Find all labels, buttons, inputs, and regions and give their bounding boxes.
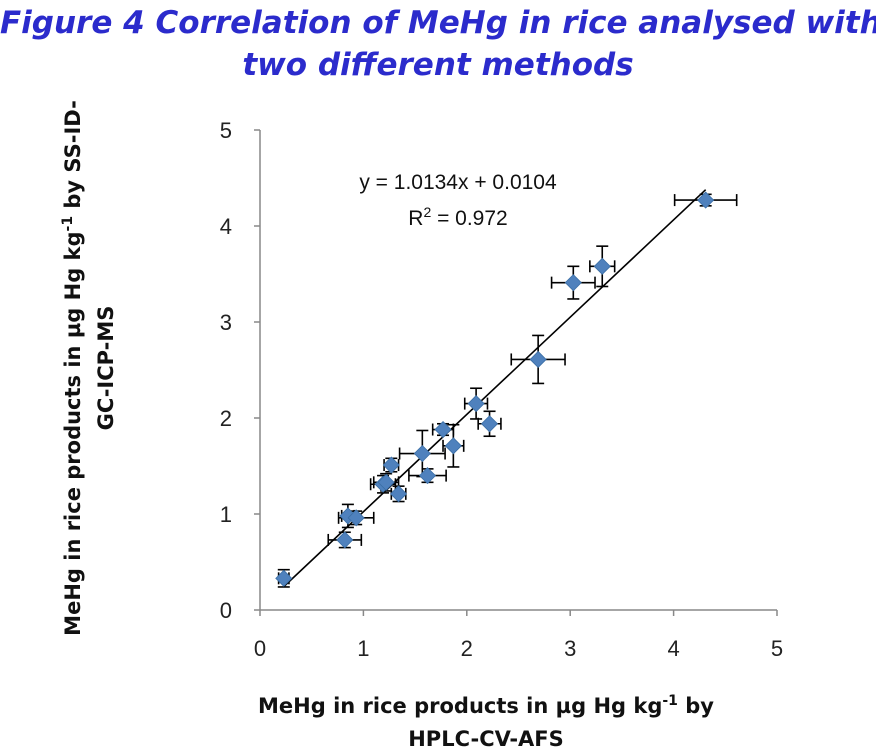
data-point	[480, 415, 499, 433]
y-axis-label-text: MeHg in rice products in µg Hg kg	[61, 231, 85, 635]
r-squared-label: R2 = 0.972	[408, 204, 507, 230]
data-point	[697, 191, 715, 209]
data-point	[389, 485, 408, 503]
trendline	[283, 189, 707, 588]
y-tick-label: 3	[220, 310, 232, 335]
data-point	[444, 437, 462, 455]
figure-title: Figure 4 Correlation of MeHg in rice ana…	[0, 2, 876, 86]
x-tick-label: 1	[357, 636, 369, 661]
x-tick-label: 5	[771, 636, 783, 661]
y-axis-label-suffix: by SS-ID-	[61, 100, 85, 216]
data-point	[377, 473, 395, 491]
x-tick-label: 3	[564, 636, 576, 661]
data-point	[467, 395, 485, 413]
data-point	[564, 274, 582, 292]
x-tick-label: 2	[461, 636, 473, 661]
data-point	[418, 467, 437, 485]
data-points	[275, 191, 715, 587]
data-point	[434, 420, 452, 439]
y-tick-label: 1	[220, 502, 232, 527]
axes-frame	[254, 129, 778, 616]
figure-title-line2: two different methods	[242, 47, 634, 83]
data-point	[413, 444, 431, 463]
r-squared-exponent: 2	[423, 204, 431, 220]
y-axis-label-line1: MeHg in rice products in µg Hg kg-1 by S…	[60, 100, 85, 636]
y-tick-label: 4	[220, 214, 232, 239]
y-tick-label: 0	[220, 598, 232, 623]
x-axis-label-line1: MeHg in rice products in µg Hg kg-1 by	[258, 693, 714, 718]
data-point	[529, 350, 547, 369]
data-point	[382, 456, 400, 474]
y-tick-label: 5	[220, 118, 232, 143]
x-axis-label-suffix: by	[678, 694, 714, 718]
tick-labels: 0 1 2 3 4 5 0 1 2 3 4 5	[220, 118, 783, 661]
data-point	[336, 531, 354, 549]
r-squared-value: = 0.972	[431, 207, 507, 230]
y-tick-label: 2	[220, 406, 232, 431]
x-axis-label-text: MeHg in rice products in µg Hg kg	[258, 694, 662, 718]
data-point	[275, 569, 293, 587]
equation-label: y = 1.0134x + 0.0104	[359, 171, 557, 194]
data-point	[347, 509, 365, 527]
x-tick-label: 4	[667, 636, 679, 661]
data-point	[593, 257, 611, 275]
y-axis-label-line2: GC-ICP-MS	[94, 306, 118, 431]
x-tick-label: 0	[254, 636, 266, 661]
figure-title-line1: Figure 4 Correlation of MeHg in rice ana…	[0, 5, 876, 41]
r-squared-symbol: R	[408, 207, 423, 230]
y-axis-label-exponent: -1	[60, 216, 76, 232]
x-axis-label-exponent: -1	[662, 693, 678, 709]
x-axis-label-line2: HPLC-CV-AFS	[408, 727, 564, 751]
